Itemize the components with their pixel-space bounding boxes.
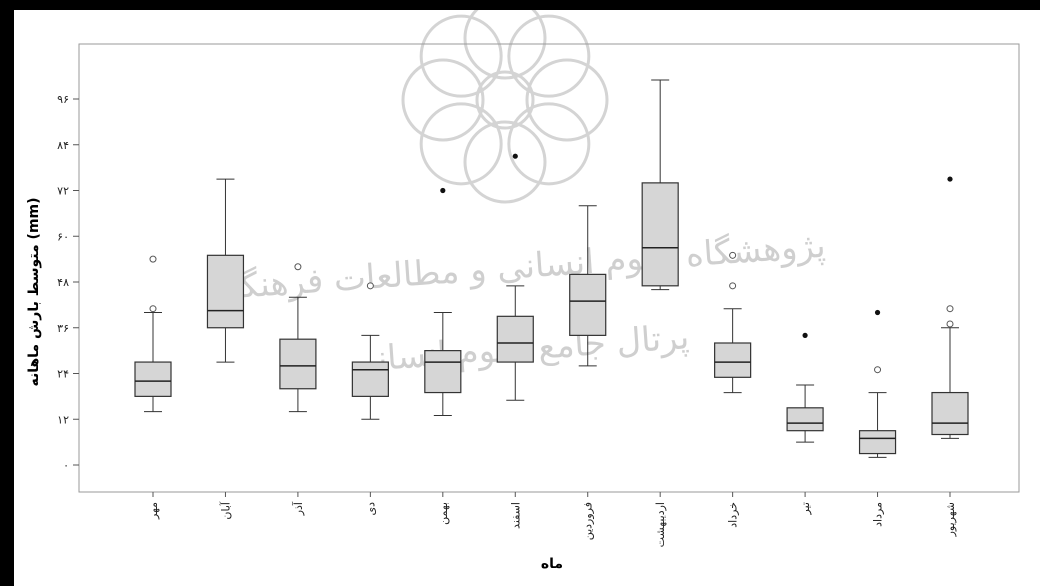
y-axis-title: متوسط بارش ماهانه (mm) <box>26 197 42 386</box>
box-body <box>931 391 969 436</box>
x-category-label: فروردین <box>582 502 595 540</box>
x-category-label: آذر <box>291 501 305 516</box>
x-category-label: آبان <box>218 501 232 519</box>
logo-petal <box>419 14 503 98</box>
x-category-label: مهر <box>147 502 160 520</box>
box-body <box>206 254 245 329</box>
logo-petal <box>463 10 547 80</box>
outlier-open <box>729 282 737 290</box>
x-category-label: مرداد <box>872 502 885 527</box>
box-2 <box>206 178 245 363</box>
x-axis-categories: مهر آبان آذر دی بهمن اسفند فروردین اردیبهشت خردا… <box>147 492 957 547</box>
x-category-label: تیر <box>799 502 812 515</box>
box-body <box>714 342 752 378</box>
box-12 <box>931 176 969 439</box>
box-4 <box>351 282 389 420</box>
box-5 <box>424 187 462 416</box>
box-body <box>279 338 317 390</box>
plot-area <box>78 43 1020 493</box>
watermark-line-1: پژوهشگاه علوم انسانی و مطالعات فرهنگی <box>212 226 827 309</box>
y-tick-label: ۰ <box>63 459 69 472</box>
x-category-label: شهریور <box>944 502 957 537</box>
y-tick-label: ۱۲ <box>57 413 69 426</box>
outlier-open <box>294 263 302 271</box>
box-body <box>786 407 824 432</box>
box-9 <box>714 251 752 394</box>
y-tick-label: ۲۴ <box>57 368 69 381</box>
outlier-open <box>149 255 157 263</box>
x-category-label: اردیبهشت <box>654 502 667 547</box>
y-tick-label: ۶۰ <box>57 230 69 243</box>
logo-petal <box>525 58 609 142</box>
x-category-label: خرداد <box>727 502 740 528</box>
logo-core <box>475 70 535 130</box>
y-tick-label: ۷۲ <box>57 185 69 198</box>
box-8 <box>641 79 679 291</box>
outlier-extreme <box>802 332 808 338</box>
box-body <box>858 430 897 455</box>
x-axis-title: ماه <box>541 556 563 572</box>
y-tick-label: ۹۶ <box>57 93 69 106</box>
box-body <box>351 361 389 397</box>
y-tick-label: ۳۶ <box>57 322 69 335</box>
box-body <box>134 361 172 397</box>
box-body <box>496 315 534 363</box>
x-category-label: بهمن <box>437 502 450 525</box>
outlier-open <box>366 282 374 290</box>
watermark-logo <box>401 10 609 204</box>
outlier-open <box>946 320 954 328</box>
box-3 <box>279 263 317 413</box>
box-7 <box>569 205 607 367</box>
logo-petal <box>507 14 591 98</box>
box-6 <box>496 153 534 401</box>
logo-petal <box>463 120 547 204</box>
x-category-label: دی <box>364 502 377 516</box>
outlier-extreme <box>512 153 518 159</box>
box-plot-chart: پژوهشگاه علوم انسانی و مطالعات فرهنگی پر… <box>26 10 1020 572</box>
box-1 <box>134 255 172 413</box>
outlier-open <box>874 366 882 374</box>
outlier-open <box>149 305 157 313</box>
logo-petal <box>507 102 591 186</box>
y-axis: ۰ ۱۲ ۲۴ ۳۶ ۴۸ ۶۰ ۷۲ ۸۴ ۹۶ <box>57 93 79 472</box>
outlier-open <box>729 251 737 259</box>
box-series <box>134 79 969 458</box>
x-category-label: اسفند <box>509 502 522 529</box>
y-tick-label: ۸۴ <box>57 139 69 152</box>
y-tick-label: ۴۸ <box>57 276 69 289</box>
outlier-extreme <box>874 309 881 316</box>
outlier-open <box>946 305 954 313</box>
box-body <box>569 273 607 336</box>
box-body <box>424 350 462 394</box>
outlier-extreme <box>440 187 446 194</box>
box-10 <box>786 332 824 443</box>
box-body <box>641 182 679 287</box>
logo-petal <box>401 58 485 142</box>
outlier-extreme <box>947 176 953 182</box>
box-11 <box>858 309 897 458</box>
logo-petal <box>419 102 503 186</box>
